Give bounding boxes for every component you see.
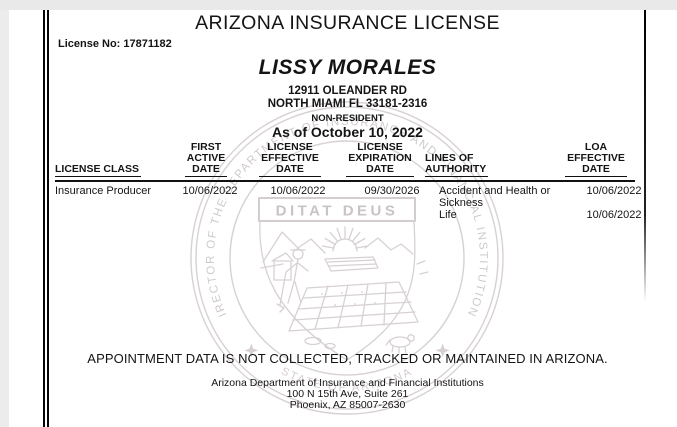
loa-name: Accident and Health or Sickness — [439, 185, 551, 209]
loa-effective-date: 10/06/2022 — [586, 185, 642, 197]
agency-address: 100 N 15th Ave, Suite 261 — [286, 388, 409, 400]
cell-lines-of-authority: Accident and Health or Sickness Life — [439, 185, 573, 221]
cell-loa-effective-date: 10/06/2022 10/06/2022 — [573, 185, 655, 221]
as-of-date: As of October 10, 2022 — [272, 124, 423, 140]
agency-city-state-zip: Phoenix, AZ 85007-2630 — [289, 399, 406, 411]
window-top-margin — [0, 0, 677, 10]
right-rule — [644, 10, 646, 302]
loa-effective-date: 10/06/2022 — [586, 209, 642, 221]
residency-status: NON-RESIDENT — [311, 113, 384, 124]
header-loa-effective-date: LOA EFFECTIVE DATE — [565, 141, 627, 177]
agency-name: Arizona Department of Insurance and Fina… — [211, 377, 484, 389]
license-number: License No: 17871182 — [58, 38, 172, 50]
licensee-address-line2: NORTH MIAMI FL 33181-2316 — [267, 98, 428, 110]
cell-license-expiration-date: 09/30/2026 — [364, 185, 420, 197]
seal-star-right-icon — [435, 343, 450, 358]
licensee-address-line1: 12911 OLEANDER RD — [288, 85, 407, 97]
header-license-class: LICENSE CLASS — [55, 163, 142, 177]
cell-license-effective-date: 10/06/2022 — [270, 185, 326, 197]
seal-landscape-art — [259, 220, 429, 361]
seal-motto-banner — [258, 197, 416, 222]
license-number-label: License No: — [58, 38, 121, 50]
loa-name: Life — [439, 209, 457, 221]
page-title: ARIZONA INSURANCE LICENSE — [195, 12, 500, 34]
left-double-rule-outer — [43, 10, 45, 427]
left-double-rule-inner — [47, 10, 49, 427]
licensee-name: LISSY MORALES — [258, 56, 437, 79]
seal-outer-circle — [190, 101, 504, 415]
header-first-active-date: FIRST ACTIVE DATE — [184, 141, 228, 177]
seal-outer-circle-2 — [195, 106, 499, 410]
header-license-expiration-date: LICENSE EXPIRATION DATE — [346, 141, 414, 177]
cell-license-class: Insurance Producer — [55, 185, 151, 197]
window-left-margin — [0, 10, 9, 427]
license-table: LICENSE CLASS FIRST ACTIVE DATE LICENSE … — [55, 142, 642, 221]
header-lines-of-authority: LINES OF AUTHORITY — [425, 152, 489, 177]
arizona-state-seal-watermark: DIRECTOR OF THE DEPARTMENT OF INSURANCE … — [187, 98, 504, 415]
table-row: Insurance Producer 10/06/2022 10/06/2022… — [55, 182, 642, 221]
license-number-value: 17871182 — [123, 38, 172, 50]
document-body: DIRECTOR OF THE DEPARTMENT OF INSURANCE … — [50, 10, 645, 427]
seal-motto-text: DITAT DEUS — [276, 203, 399, 220]
header-license-effective-date: LICENSE EFFECTIVE DATE — [259, 141, 321, 177]
cell-first-active-date: 10/06/2022 — [182, 185, 238, 197]
license-table-header-row: LICENSE CLASS FIRST ACTIVE DATE LICENSE … — [55, 142, 635, 182]
seal-inner-circle — [229, 140, 465, 376]
appointment-notice: APPOINTMENT DATA IS NOT COLLECTED, TRACK… — [87, 351, 608, 366]
agency-footer: Arizona Department of Insurance and Fina… — [50, 378, 645, 411]
seal-field-dots — [321, 291, 376, 306]
seal-star-left-icon — [244, 343, 259, 358]
